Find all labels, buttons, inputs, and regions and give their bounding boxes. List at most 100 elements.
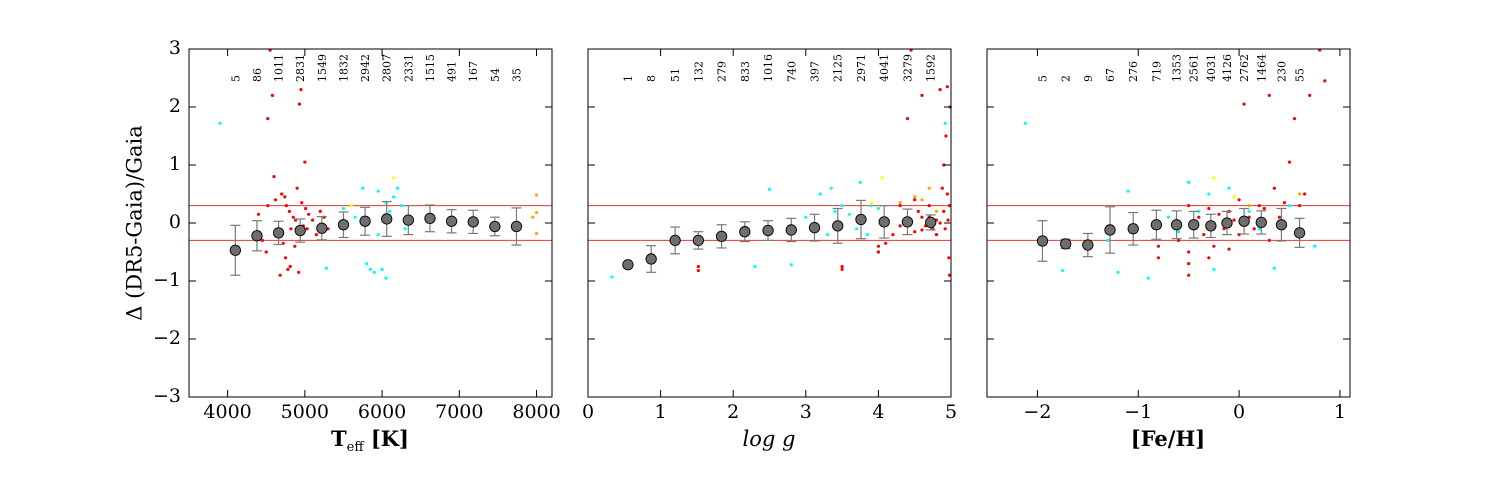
bin-count-label: 55 [1294,68,1307,82]
outlier-point-red [1267,93,1271,97]
binned-point [294,224,306,237]
outlier-point-cyan [1023,121,1027,125]
outlier-point-red [1237,198,1241,202]
bin-count-label: 5 [229,75,242,82]
bin-count-label: 35 [510,68,523,82]
outlier-point-red [284,204,288,208]
outlier-point-cyan [1176,230,1181,234]
binned-point [402,214,414,226]
binned-point [692,234,705,247]
outlier-point-yellow [880,176,884,180]
binned-point [1127,223,1139,235]
outlier-point-red [947,204,952,208]
bin-count-label: 2561 [1188,54,1201,82]
outlier-point-yellow [349,204,353,208]
outlier-point-cyan [1187,180,1191,184]
y-tick-label: −1 [153,269,181,291]
outlier-point-orange [534,193,539,197]
x-tick-label: 8000 [512,401,560,423]
binned-point [739,226,751,238]
bin-count-label: 1016 [762,54,775,82]
outlier-point-orange [920,198,924,202]
binned-point [645,253,657,265]
bin-count-label: 719 [1150,61,1163,82]
x-tick-label: 4 [872,401,884,423]
outlier-point-red [1277,215,1282,219]
outlier-point-red [945,192,949,196]
outlier-point-cyan [403,227,407,231]
outlier-point-cyan [372,270,376,274]
outlier-point-cyan [1061,268,1065,273]
outlier-point-cyan [392,195,396,199]
outlier-point-red [1252,227,1256,231]
outlier-point-red [288,264,292,269]
outlier-point-red [942,209,946,213]
binned-point [1170,219,1183,231]
x-axis-label-subscript: eff [347,440,366,455]
outlier-point-red [884,241,888,245]
bin-count-label: 1353 [1171,54,1184,82]
x-tick-label: 7000 [435,401,483,423]
outlier-point-red [1287,160,1292,164]
outlier-point-cyan [610,275,614,279]
outlier-point-red [314,233,319,237]
bin-count-label: 397 [809,61,822,82]
bin-count-label: 3279 [901,54,914,82]
bin-count-label: 1464 [1255,54,1268,82]
binned-point [272,227,285,239]
x-tick-label: 1 [655,401,667,423]
outlier-point-red [1187,262,1191,266]
outlier-point-red [876,250,881,254]
binned-point [1293,227,1306,239]
binned-point [1221,217,1233,229]
bin-count-label: 132 [692,61,705,82]
outlier-point-red [1207,256,1211,260]
binned-point [1188,219,1200,231]
outlier-point-cyan [789,263,793,267]
outlier-point-red [913,198,917,202]
binned-point [337,219,350,231]
outlier-point-red [297,102,302,106]
outlier-point-red [1197,215,1201,219]
outlier-point-cyan [1106,238,1110,242]
outlier-point-cyan [324,266,329,270]
outlier-point-red [920,228,924,232]
outlier-point-cyan [376,189,380,193]
outlier-point-cyan [341,206,346,211]
y-tick-label: −2 [153,327,181,349]
outlier-point-red [1323,79,1327,83]
y-tick-label: −3 [153,385,181,407]
outlier-point-orange [1297,192,1302,196]
outlier-point-red [1292,117,1297,121]
outlier-point-cyan [395,186,400,190]
outlier-point-red [696,264,700,269]
outlier-point-red [898,224,902,228]
outlier-point-cyan [1126,189,1130,193]
outlier-point-cyan [368,267,373,271]
outlier-point-cyan [384,276,388,280]
binned-point [359,215,371,227]
outlier-point-red [264,250,268,254]
outlier-point-red [305,227,309,231]
outlier-point-cyan [943,121,947,125]
y-tick-label: 3 [169,37,181,59]
outlier-point-red [1262,206,1266,211]
outlier-point-red [270,93,275,97]
bin-count-label: 491 [446,61,459,82]
binned-point [1082,239,1094,251]
bin-count-label: 279 [716,61,729,82]
outlier-point-red [1187,204,1191,208]
bin-count-label: 167 [467,61,480,82]
outlier-point-cyan [380,267,384,271]
outlier-point-cyan [361,186,365,190]
binned-point [510,220,523,233]
outlier-point-red [840,264,844,269]
binned-point [901,216,914,228]
outlier-point-red [1303,192,1307,196]
x-tick-label: 2 [727,401,739,423]
outlier-point-red [278,273,282,277]
outlier-point-red [944,134,948,138]
x-tick-label: 0 [1233,401,1245,423]
outlier-point-red [283,256,288,260]
binned-point [808,221,821,234]
